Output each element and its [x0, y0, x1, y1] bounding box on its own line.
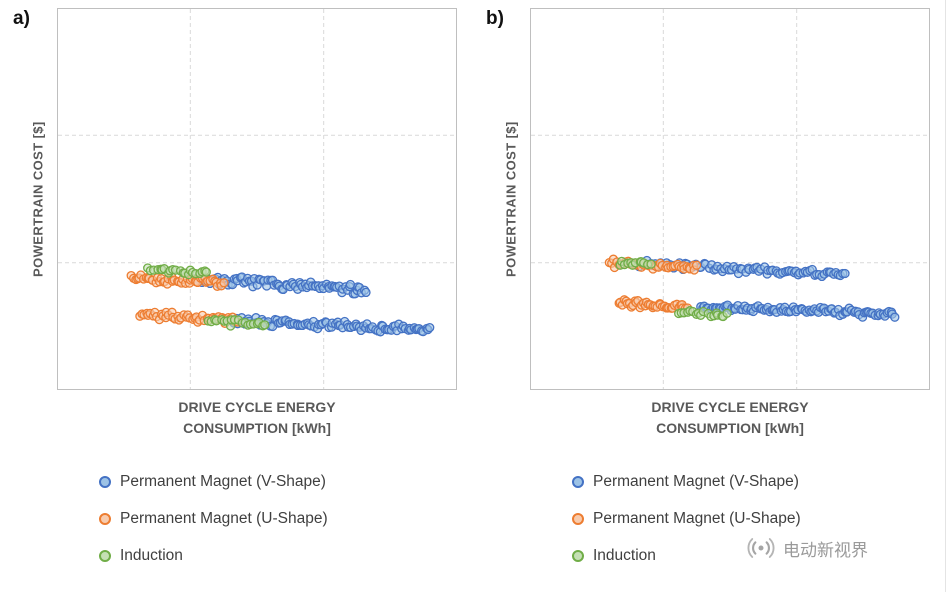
- legend-label: Induction: [593, 547, 656, 564]
- x-axis-label: DRIVE CYCLE ENERGY CONSUMPTION [kWh]: [178, 399, 336, 436]
- legend-label: Induction: [120, 547, 183, 564]
- legend-item-u-shape: Permanent Magnet (U-Shape): [572, 510, 801, 528]
- legend-item-u-shape: Permanent Magnet (U-Shape): [99, 510, 328, 528]
- watermark-text: 电动新视界: [783, 540, 868, 560]
- panel-label-a: a): [13, 8, 30, 29]
- legend: Permanent Magnet (V-Shape) Permanent Mag…: [99, 473, 328, 565]
- legend-marker-circle-icon: [99, 513, 111, 525]
- y-axis-label: POWERTRAIN COST [$]: [30, 121, 46, 277]
- legend-marker-circle-icon: [572, 513, 584, 525]
- panel-a: a) POWERTRAIN COST [$] DRIVE CYCLE ENERG…: [13, 8, 457, 565]
- watermark: 电动新视界: [746, 533, 868, 563]
- legend-marker-circle-icon: [572, 550, 584, 562]
- legend-label: Permanent Magnet (V-Shape): [120, 473, 326, 490]
- legend-item-induction: Induction: [99, 547, 328, 565]
- legend: Permanent Magnet (V-Shape) Permanent Mag…: [572, 473, 801, 565]
- legend-item-v-shape: Permanent Magnet (V-Shape): [572, 473, 801, 491]
- legend-marker-circle-icon: [99, 550, 111, 562]
- legend-marker-circle-icon: [572, 476, 584, 488]
- scatter-plot-a: [57, 8, 457, 390]
- legend-label: Permanent Magnet (V-Shape): [593, 473, 799, 490]
- x-axis-label: DRIVE CYCLE ENERGY CONSUMPTION [kWh]: [651, 399, 809, 436]
- scatter-plot-b: [530, 8, 930, 390]
- broadcast-waves-icon: [747, 538, 775, 558]
- legend-label: Permanent Magnet (U-Shape): [120, 510, 328, 527]
- y-axis-label: POWERTRAIN COST [$]: [503, 121, 519, 277]
- panel-label-b: b): [486, 8, 504, 29]
- panel-b: b) POWERTRAIN COST [$] DRIVE CYCLE ENERG…: [473, 0, 946, 592]
- legend-item-induction: Induction: [572, 547, 801, 565]
- legend-label: Permanent Magnet (U-Shape): [593, 510, 801, 527]
- legend-item-v-shape: Permanent Magnet (V-Shape): [99, 473, 328, 491]
- legend-marker-circle-icon: [99, 476, 111, 488]
